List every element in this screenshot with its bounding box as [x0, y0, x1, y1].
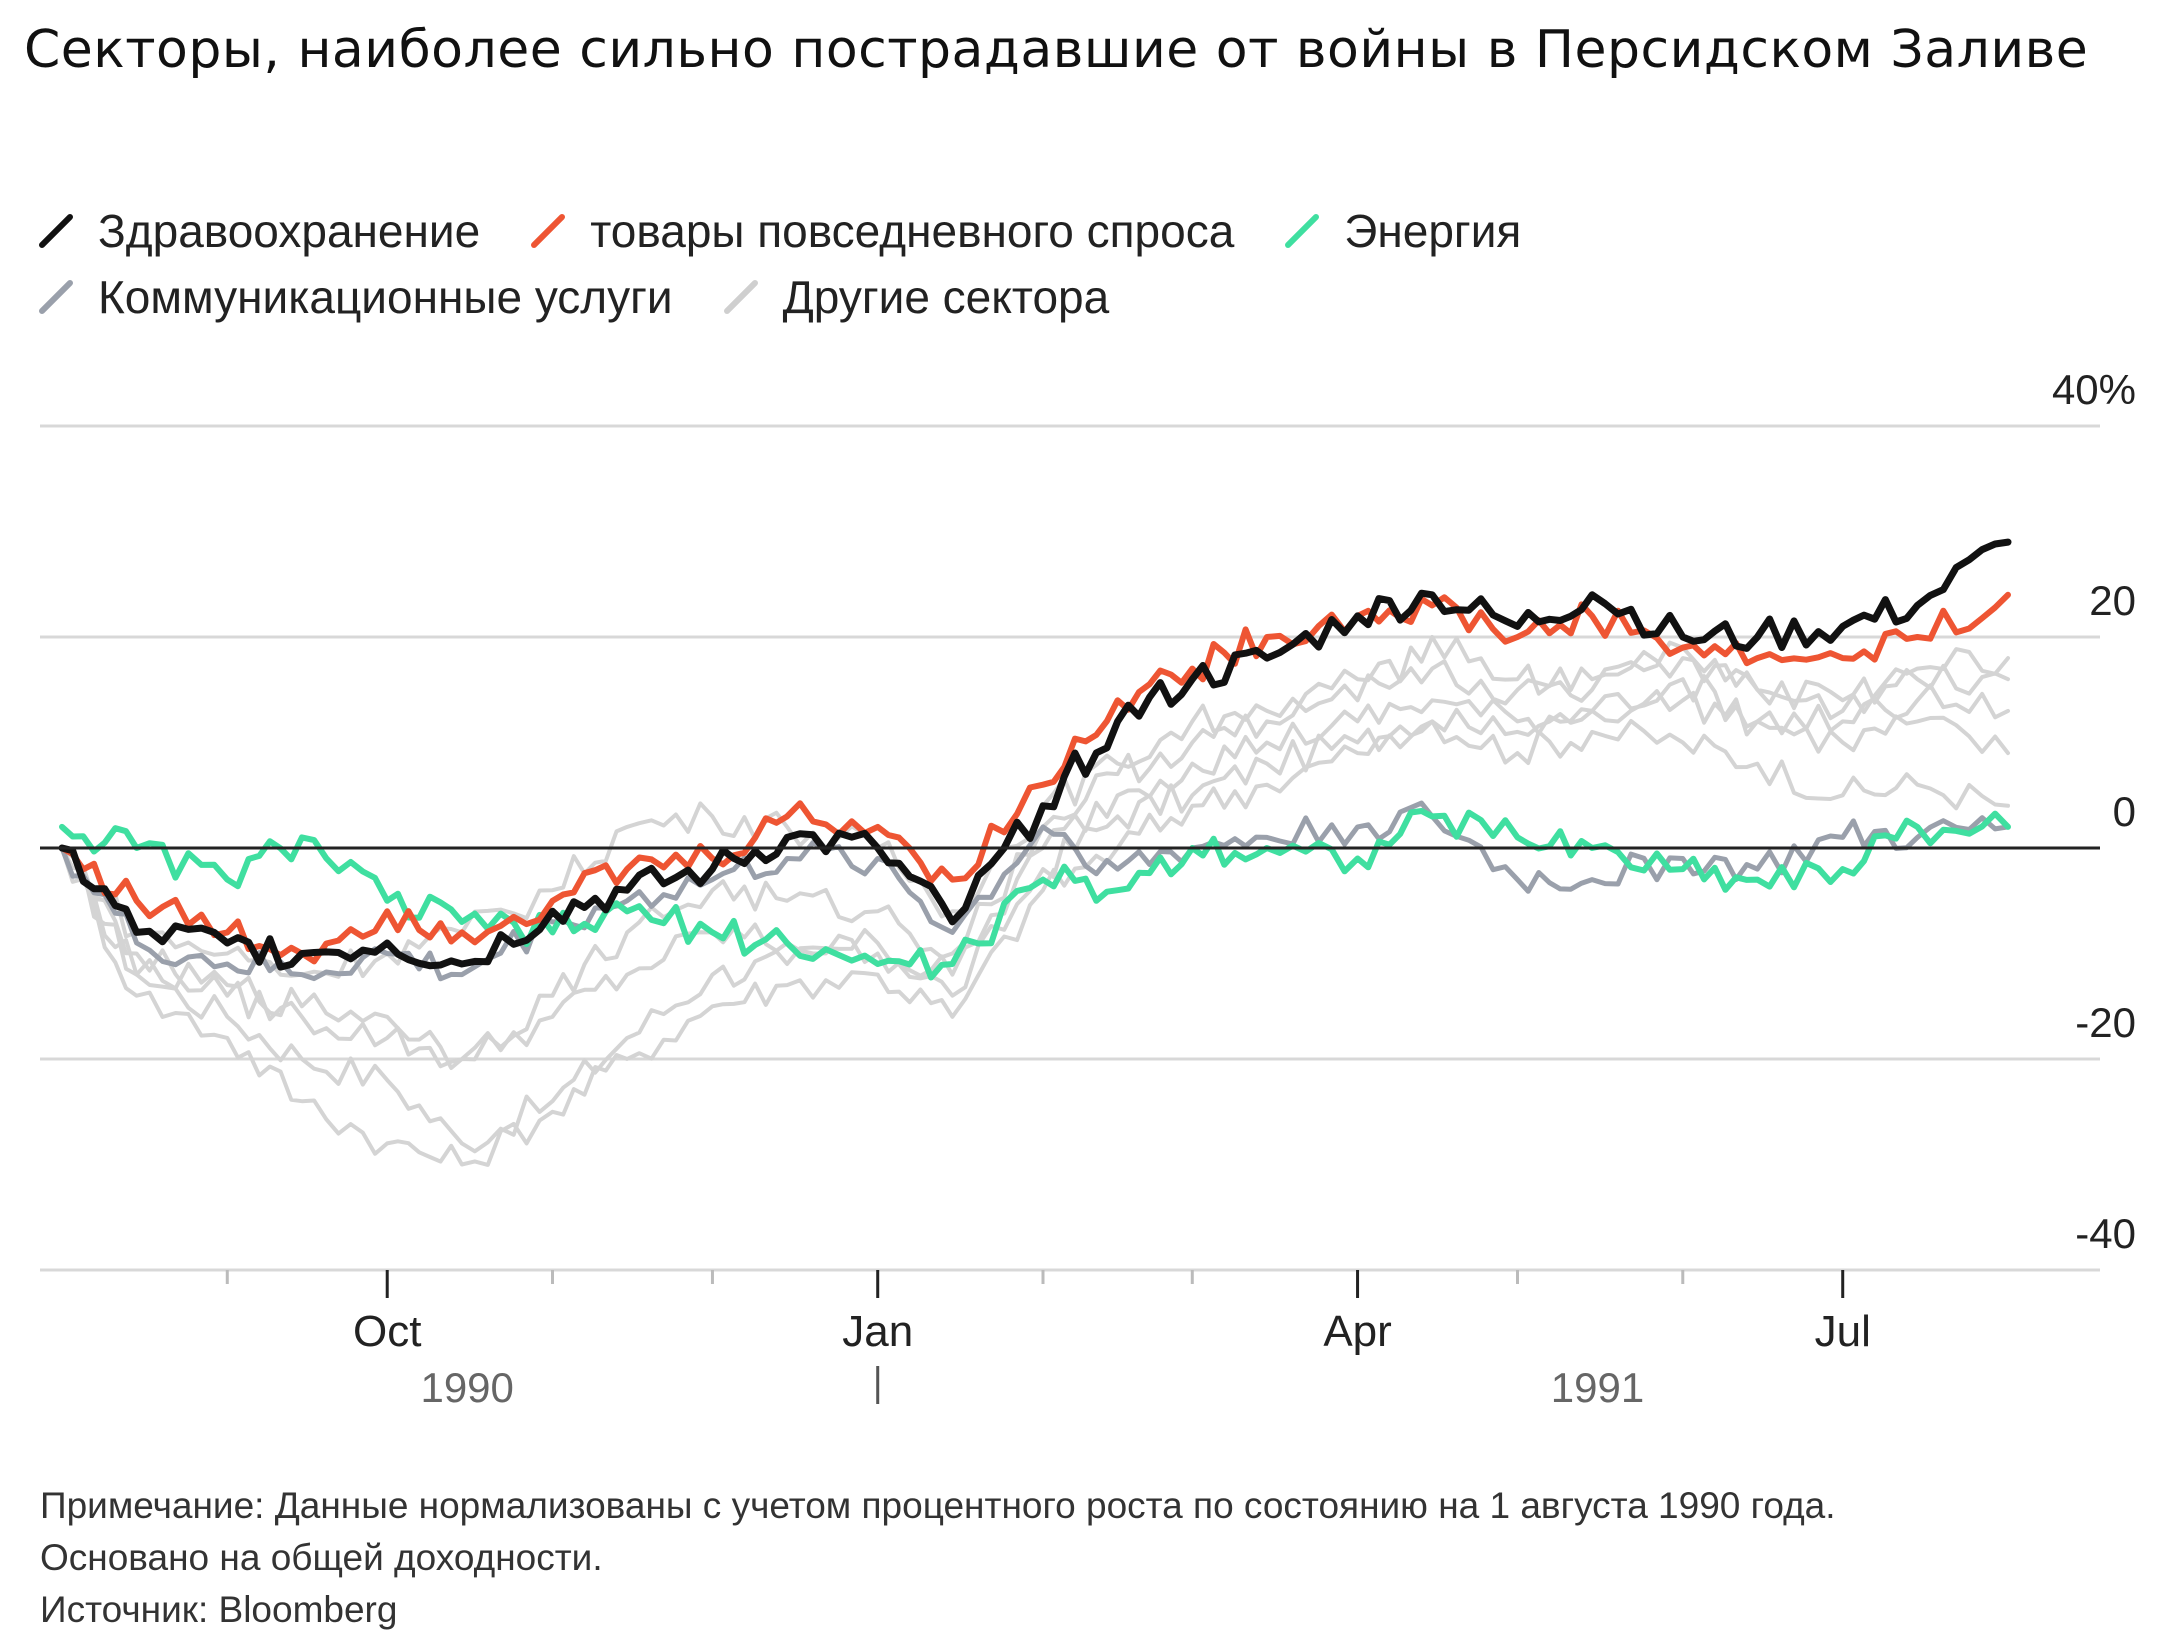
y-tick-label: -40 — [2075, 1210, 2136, 1257]
series-line-6 — [59, 808, 2011, 981]
x-tick-label: Oct — [353, 1307, 421, 1356]
legend-item-other: Другие сектора — [721, 270, 1110, 324]
series-line-0 — [60, 719, 2010, 1154]
legend-row-2: Коммуникационные услуги Другие сектора — [36, 264, 1736, 330]
y-tick-label: -20 — [2075, 999, 2136, 1046]
series-line-8 — [58, 538, 2012, 971]
x-tick-label: Apr — [1323, 1307, 1391, 1356]
legend-item-health: Здравоохранение — [36, 204, 480, 258]
legend-row-1: Здравоохранение товары повседневного спр… — [36, 198, 1736, 264]
legend-swatch-other — [721, 277, 761, 317]
chart-title: Секторы, наиболее сильно пострадавшие от… — [24, 20, 2089, 80]
legend-swatch-energy — [1282, 211, 1322, 251]
source-line: Источник: Bloomberg — [40, 1589, 398, 1630]
series-line-5 — [59, 800, 2011, 982]
series-line-1 — [60, 674, 2010, 1167]
y-tick-label: 0 — [2113, 788, 2136, 835]
legend-item-staples: товары повседневного спроса — [528, 204, 1234, 258]
series-layer — [58, 538, 2012, 1167]
legend-swatch-communication — [36, 277, 76, 317]
legend-item-energy: Энергия — [1282, 204, 1521, 258]
axis-layer: 40% 20 0 -20 -40 Oct Jan Apr Jul 1990 1991 — [40, 366, 2136, 1411]
legend-label-communication: Коммуникационные услуги — [98, 271, 673, 323]
chart-notes: Примечание: Данные нормализованы с учето… — [40, 1480, 1836, 1636]
legend: Здравоохранение товары повседневного спр… — [36, 198, 1736, 330]
legend-item-communication: Коммуникационные услуги — [36, 270, 673, 324]
legend-swatch-staples — [528, 211, 568, 251]
series-line-7 — [59, 591, 2011, 965]
y-tick-label: 40% — [2052, 366, 2136, 413]
legend-label-staples: товары повседневного спроса — [590, 205, 1235, 257]
line-chart: 40% 20 0 -20 -40 Oct Jan Apr Jul 1990 1991 — [40, 366, 2136, 1411]
y-tick-label: 20 — [2089, 577, 2136, 624]
legend-label-energy: Энергия — [1344, 205, 1522, 257]
legend-label-other: Другие сектора — [782, 271, 1110, 323]
year-label: 1990 — [420, 1364, 513, 1411]
note-line-1: Примечание: Данные нормализованы с учето… — [40, 1485, 1836, 1526]
legend-swatch-health — [36, 211, 76, 251]
year-label: 1991 — [1551, 1364, 1644, 1411]
note-line-2: Основано на общей доходности. — [40, 1537, 603, 1578]
x-tick-label: Jul — [1815, 1307, 1871, 1356]
legend-label-health: Здравоохранение — [98, 205, 481, 257]
x-tick-label: Jan — [842, 1307, 913, 1356]
